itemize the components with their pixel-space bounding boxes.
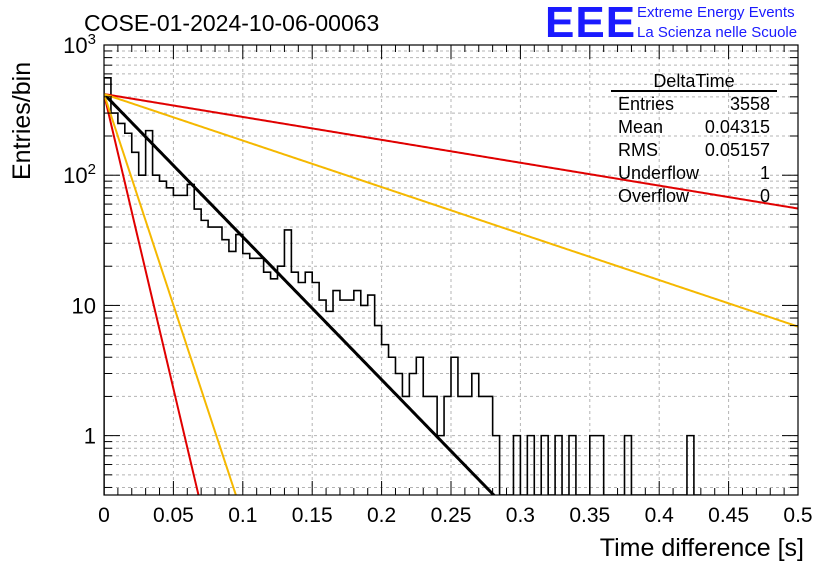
x-tick-label: 0.3 [506, 504, 535, 527]
stats-label: Entries [618, 94, 674, 114]
x-tick-label: 0.15 [292, 504, 333, 527]
x-tick-label: 0.25 [431, 504, 472, 527]
stats-box-title: DeltaTime [653, 71, 734, 91]
curve-orange-shallow [104, 93, 798, 328]
org-name-line1: Extreme Energy Events [637, 4, 795, 21]
stats-value: 0.04315 [705, 117, 770, 137]
x-tick-label: 0.05 [153, 504, 194, 527]
chart-title: COSE-01-2024-10-06-00063 [84, 10, 380, 36]
stats-value: 3558 [730, 94, 770, 114]
stats-label: Mean [618, 117, 663, 137]
stats-value: 0 [760, 186, 770, 206]
curve-fit [104, 93, 496, 495]
eee-logo: EEE [545, 0, 637, 47]
x-tick-label: 0.5 [783, 504, 812, 527]
y-tick-label: 102 [63, 161, 96, 188]
x-tick-label: 0.4 [645, 504, 675, 527]
y-axis-label: Entries/bin [8, 61, 36, 180]
x-tick-label: 0 [98, 504, 110, 527]
stats-value: 1 [760, 163, 770, 183]
org-name-line2: La Scienza nelle Scuole [637, 24, 798, 41]
x-tick-label: 0.2 [367, 504, 396, 527]
curve-orange-steep [104, 93, 237, 495]
x-tick-label: 0.45 [708, 504, 749, 527]
stats-value: 0.05157 [705, 140, 770, 160]
x-axis-label: Time difference [s] [599, 534, 804, 562]
x-tick-label: 0.1 [228, 504, 257, 527]
curve-red-shallow [104, 93, 798, 210]
stats-label: Overflow [618, 186, 690, 206]
x-tick-label: 0.35 [569, 504, 610, 527]
y-tick-label: 1 [84, 424, 96, 449]
histogram-outline [104, 76, 701, 495]
y-tick-label: 103 [63, 31, 96, 58]
stats-label: RMS [618, 140, 658, 160]
stats-label: Underflow [618, 163, 700, 183]
curve-red-steep [104, 93, 200, 495]
y-tick-label: 10 [72, 293, 96, 318]
